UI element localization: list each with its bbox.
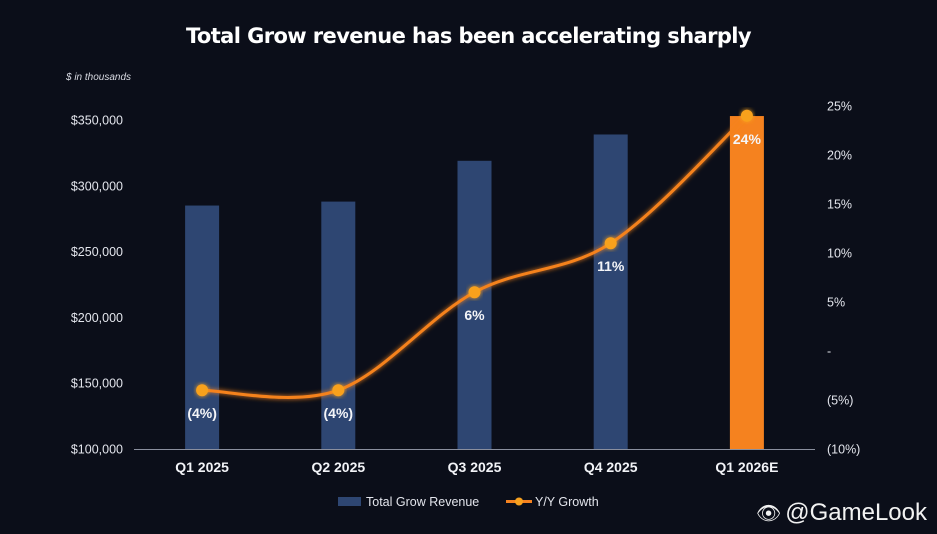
weibo-icon: 👁 [755,502,782,525]
watermark: 👁 @GameLook [756,499,927,527]
left-tick-label: $350,000 [71,114,123,128]
right-tick-label: (10%) [827,443,860,457]
right-tick-label: 20% [827,149,852,163]
bar-5 [729,116,764,449]
legend-label-revenue: Total Grow Revenue [366,495,479,509]
watermark-text: @GameLook [785,499,927,526]
bar-1 [185,205,220,449]
left-tick-label: $100,000 [71,443,123,457]
right-tick-label: 25% [827,100,852,114]
category-label: Q2 2025 [311,459,365,475]
growth-label-1: (4%) [187,405,217,421]
growth-label-4: 11% [597,258,625,274]
category-label: Q1 2026E [715,459,778,475]
bar-4 [593,134,628,449]
legend-swatch-growth-marker [515,497,523,506]
growth-marker-5 [740,109,753,122]
category-label: Q4 2025 [584,459,638,475]
legend-label-growth: Y/Y Growth [535,495,599,509]
growth-marker-1 [196,384,209,397]
right-tick-label: 5% [827,296,845,310]
left-tick-label: $250,000 [71,245,123,259]
legend-swatch-revenue [338,497,361,506]
right-tick-label: - [827,345,831,359]
unit-note: $ in thousands [66,72,132,83]
left-tick-label: $150,000 [71,377,123,391]
bar-2 [321,201,356,449]
left-tick-label: $300,000 [71,179,123,193]
chart-title: Total Grow revenue has been accelerating… [185,24,752,48]
growth-label-2: (4%) [324,405,354,421]
growth-label-5: 24% [733,131,762,147]
growth-marker-4 [604,237,617,250]
right-tick-label: 15% [827,198,852,212]
growth-label-3: 6% [464,307,485,323]
category-label: Q3 2025 [448,459,502,475]
right-tick-label: (5%) [827,394,853,408]
legend: Total Grow Revenue Y/Y Growth [338,495,599,509]
growth-marker-2 [332,384,345,397]
growth-marker-3 [468,286,481,299]
bar-3 [457,160,492,449]
left-tick-label: $200,000 [71,311,123,325]
category-label: Q1 2025 [175,459,229,475]
right-tick-label: 10% [827,247,852,261]
